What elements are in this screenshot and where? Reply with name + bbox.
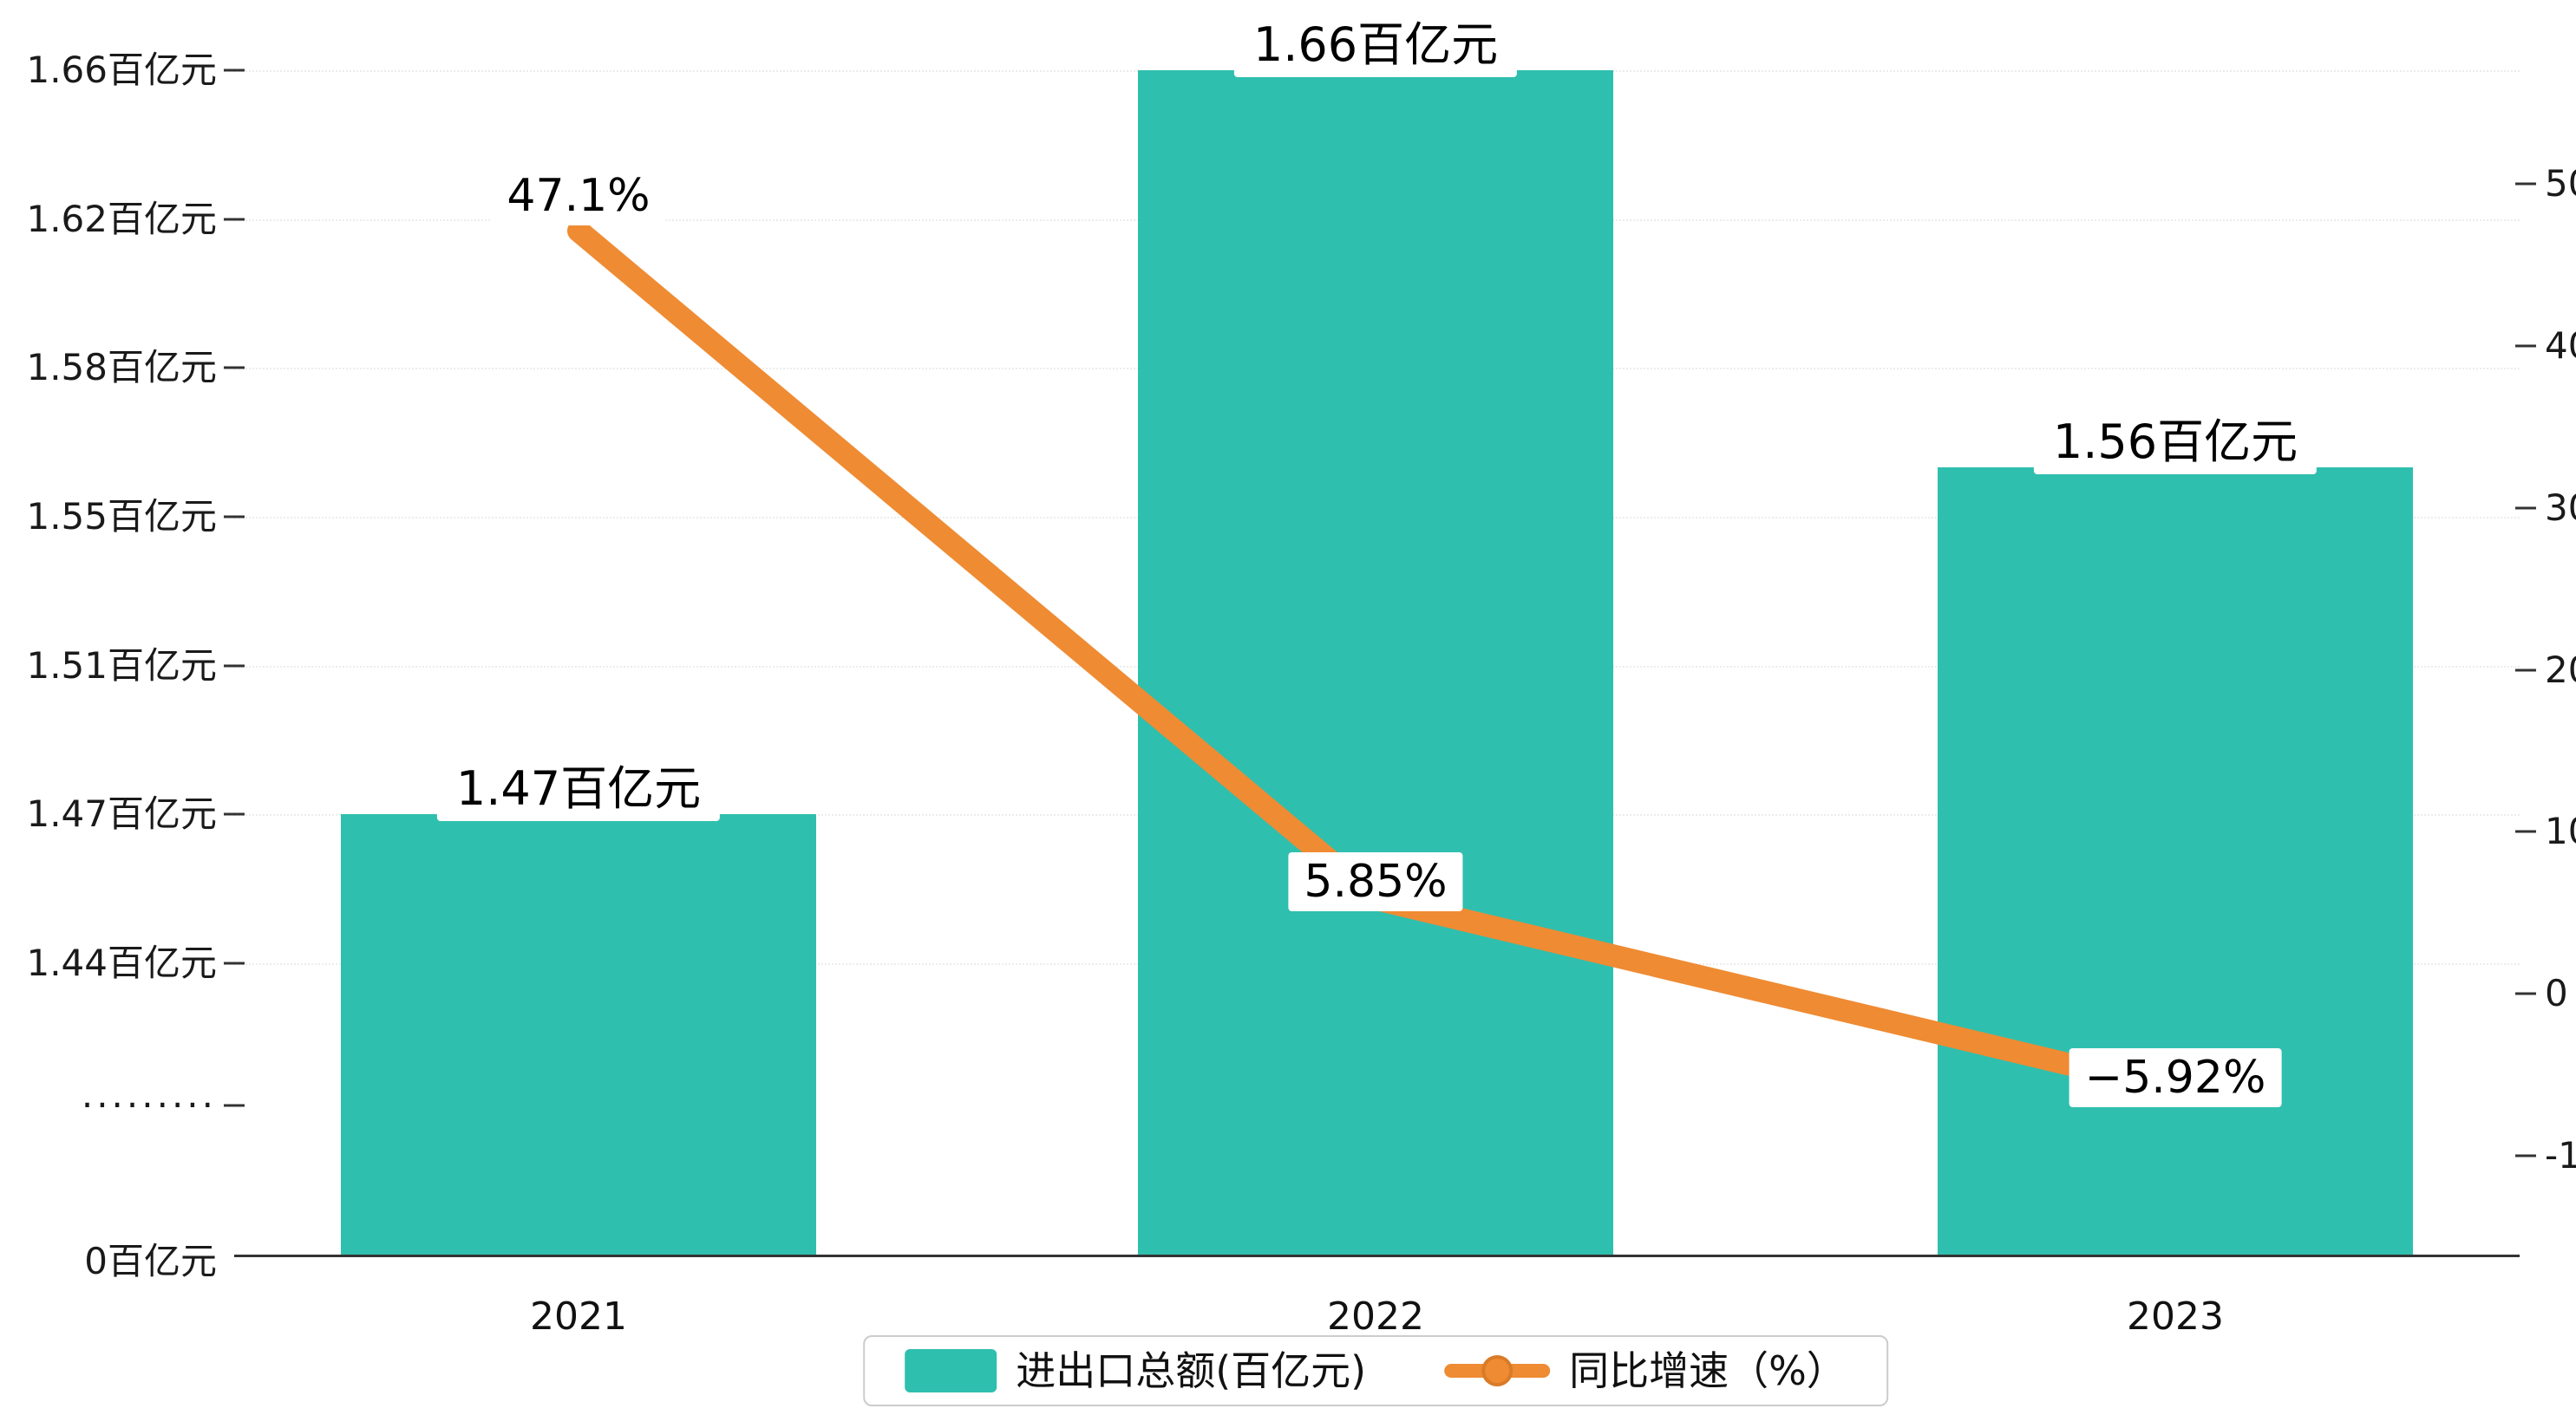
right-axis-tick-label: 0 — [2545, 972, 2568, 1015]
x-axis-line — [234, 1255, 2520, 1257]
x-axis-label-2022: 2022 — [1327, 1294, 1424, 1339]
right-axis-tick-mark — [2515, 992, 2536, 995]
left-axis-tick-mark — [224, 812, 245, 816]
right-axis-tick-label: 10 — [2545, 810, 2576, 853]
left-axis-tick-label: 1.44百亿元 — [26, 942, 217, 984]
legend-line-marker-icon — [1444, 1355, 1551, 1386]
line-point-label-2021: 47.1% — [491, 166, 666, 226]
bar-value-label-2023: 1.56百亿元 — [2033, 409, 2318, 474]
line-point-label-2023: −5.92% — [2069, 1047, 2282, 1107]
bar-2023 — [1938, 466, 2413, 1255]
right-axis-tick-mark — [2515, 830, 2536, 833]
left-axis-tick-mark — [224, 366, 245, 369]
right-axis-tick-label: -10 — [2545, 1134, 2576, 1177]
left-axis-tick-mark — [224, 68, 245, 72]
left-axis-tick-mark — [224, 515, 245, 518]
right-axis-tick-label: 20 — [2545, 648, 2576, 691]
right-axis-tick-mark — [2515, 344, 2536, 348]
left-axis-tick-mark — [224, 962, 245, 965]
bar-value-label-2022: 1.66百亿元 — [1233, 13, 1518, 77]
left-axis-tick-mark — [224, 218, 245, 221]
x-axis-label-2023: 2023 — [2127, 1294, 2224, 1339]
right-axis-tick-mark — [2515, 1154, 2536, 1157]
right-axis-tick-label: 50 — [2545, 162, 2576, 205]
right-axis-tick-mark — [2515, 506, 2536, 510]
left-axis-tick-mark — [224, 664, 245, 668]
left-axis-break-label: ········· — [81, 1084, 217, 1126]
left-axis-tick-label: 1.62百亿元 — [26, 197, 217, 240]
x-axis-label-2021: 2021 — [530, 1294, 627, 1339]
left-axis-zero-label: 0百亿元 — [84, 1240, 217, 1282]
left-axis-tick-label: 1.47百亿元 — [26, 792, 217, 836]
legend-line-label: 同比增速（%） — [1569, 1347, 1847, 1394]
bar-value-label-2021: 1.47百亿元 — [436, 757, 721, 822]
legend-item-total-trade[interactable]: 进出口总额(百亿元) — [905, 1349, 1366, 1392]
left-axis-tick-label: 1.66百亿元 — [26, 49, 217, 91]
right-axis-tick-mark — [2515, 668, 2536, 671]
legend-line-dot-icon — [1481, 1355, 1514, 1386]
right-axis-tick-label: 40 — [2545, 323, 2576, 367]
bar-2021 — [341, 814, 816, 1255]
legend: 进出口总额(百亿元) 同比增速（%） — [863, 1335, 1888, 1406]
legend-bar-swatch-icon — [905, 1349, 997, 1392]
right-axis-tick-mark — [2515, 182, 2536, 186]
left-axis-tick-label: 1.51百亿元 — [26, 643, 217, 687]
left-axis-tick-label: 1.58百亿元 — [26, 346, 217, 389]
legend-bar-label: 进出口总额(百亿元) — [1016, 1347, 1367, 1394]
left-axis-tick-mark — [224, 1104, 245, 1107]
right-axis-tick-label: 30 — [2545, 486, 2576, 529]
left-axis-tick-label: 1.55百亿元 — [26, 495, 217, 538]
growth-rate-polyline — [567, 219, 2187, 1101]
bar-2022 — [1138, 70, 1613, 1255]
legend-item-growth-rate[interactable]: 同比增速（%） — [1444, 1351, 1847, 1391]
line-point-label-2022: 5.85% — [1288, 851, 1463, 911]
